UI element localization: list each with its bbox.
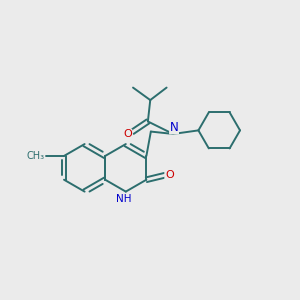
Text: N: N — [170, 121, 178, 134]
Text: O: O — [123, 129, 132, 139]
Text: NH: NH — [116, 194, 131, 204]
Text: CH₃: CH₃ — [27, 151, 45, 161]
Text: O: O — [165, 170, 174, 180]
